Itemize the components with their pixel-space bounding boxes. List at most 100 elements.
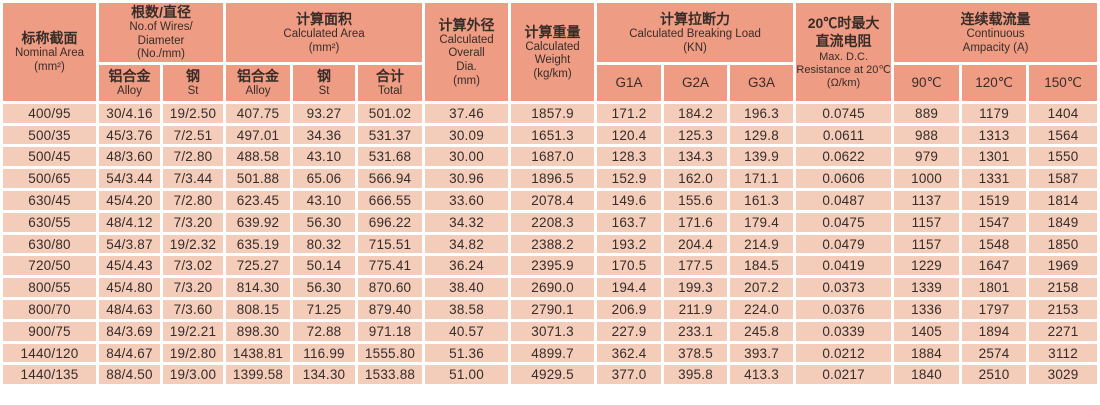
table-cell: 54/3.87 — [99, 234, 160, 254]
table-cell: 43.10 — [293, 147, 356, 167]
table-cell: 889 — [894, 103, 960, 123]
table-cell: 3029 — [1029, 365, 1098, 385]
col-header-area-steel-zh: 钢 — [317, 68, 332, 84]
table-cell: 1547 — [962, 212, 1027, 232]
table-cell: 2574 — [962, 343, 1027, 363]
col-header-area-alloy-en: Alloy — [245, 85, 271, 98]
col-group-calculated-area-zh: 计算面积 — [296, 10, 353, 27]
table-cell: 501.02 — [358, 103, 423, 123]
table-row: 630/55 48/4.12 7/3.20 639.92 56.30 696.22 34.3… — [3, 212, 1098, 232]
table-cell: 635.19 — [226, 234, 291, 254]
table-cell: 630/45 — [3, 191, 96, 210]
table-cell: 7/3.20 — [163, 278, 224, 298]
table-cell: 1647 — [962, 256, 1027, 276]
table-cell: 488.58 — [226, 147, 291, 167]
table-cell: 211.9 — [664, 300, 728, 319]
table-cell: 1651.3 — [511, 125, 595, 145]
table-cell: 1301 — [962, 147, 1027, 167]
table-cell: 870.60 — [358, 278, 423, 298]
table-cell: 84/3.69 — [99, 321, 160, 341]
table-cell: 630/55 — [3, 212, 96, 232]
table-cell: 134.30 — [293, 365, 356, 385]
col-header-150c: 150℃ — [1029, 64, 1098, 101]
table-cell: 227.9 — [597, 321, 662, 341]
table-cell: 377.0 — [597, 365, 662, 385]
table-cell: 45/3.76 — [99, 125, 160, 145]
table-cell: 879.40 — [358, 300, 423, 319]
col-group-continuous-ampacity: 连续载流量 Continuous Ampacity (A) — [894, 3, 1098, 62]
col-header-area-total: 合计 Total — [358, 64, 423, 101]
table-cell: 7/2.51 — [163, 125, 224, 145]
table-cell: 120.4 — [597, 125, 662, 145]
col-group-breaking-load-zh: 计算拉断力 — [660, 10, 731, 27]
table-cell: 33.60 — [425, 191, 509, 210]
table-cell: 134.3 — [664, 147, 728, 167]
table-cell: 129.8 — [730, 125, 794, 145]
col-header-area-alloy-zh: 铝合金 — [237, 68, 280, 84]
table-cell: 163.7 — [597, 212, 662, 232]
col-header-120c: 120℃ — [962, 64, 1027, 101]
table-cell: 1849 — [1029, 212, 1098, 232]
table-cell: 199.3 — [664, 278, 728, 298]
col-header-dc-resistance: 20℃时最大 直流电阻 Max. D.C. Resistance at 20℃ … — [796, 3, 892, 101]
table-cell: 1797 — [962, 300, 1027, 319]
table-cell: 161.3 — [730, 191, 794, 210]
table-cell: 7/3.02 — [163, 256, 224, 276]
table-cell: 193.2 — [597, 234, 662, 254]
table-cell: 155.6 — [664, 191, 728, 210]
table-cell: 224.0 — [730, 300, 794, 319]
table-cell: 1404 — [1029, 103, 1098, 123]
table-cell: 214.9 — [730, 234, 794, 254]
table-cell: 51.00 — [425, 365, 509, 385]
table-cell: 1587 — [1029, 169, 1098, 189]
table-cell: 696.22 — [358, 212, 423, 232]
table-cell: 38.58 — [425, 300, 509, 319]
table-cell: 65.06 — [293, 169, 356, 189]
table-cell: 800/70 — [3, 300, 96, 319]
col-header-90c: 90℃ — [894, 64, 960, 101]
table-cell: 48/4.63 — [99, 300, 160, 319]
table-cell: 500/35 — [3, 125, 96, 145]
table-cell: 0.0419 — [796, 256, 892, 276]
table-cell: 177.5 — [664, 256, 728, 276]
table-cell: 1313 — [962, 125, 1027, 145]
table-cell: 639.92 — [226, 212, 291, 232]
table-cell: 2078.4 — [511, 191, 595, 210]
table-cell: 171.2 — [597, 103, 662, 123]
table-cell: 48/4.12 — [99, 212, 160, 232]
table-cell: 34.36 — [293, 125, 356, 145]
table-cell: 2388.2 — [511, 234, 595, 254]
table-cell: 800/55 — [3, 278, 96, 298]
table-cell: 531.37 — [358, 125, 423, 145]
col-header-overall-diameter-zh: 计算外径 — [438, 16, 495, 33]
col-header-nominal-area-zh: 标称截面 — [21, 30, 78, 47]
col-header-area-total-en: Total — [377, 85, 403, 98]
table-cell: 7/3.60 — [163, 300, 224, 319]
table-cell: 395.8 — [664, 365, 728, 385]
table-row: 800/70 48/4.63 7/3.60 808.15 71.25 879.40 38.5… — [3, 300, 1098, 319]
spec-table: 标称截面 Nominal Area (mm²) 根数/直径 No.of Wire… — [3, 3, 1098, 385]
table-cell: 1550 — [1029, 147, 1098, 167]
table-cell: 1840 — [894, 365, 960, 385]
table-cell: 0.0611 — [796, 125, 892, 145]
table-cell: 0.0475 — [796, 212, 892, 232]
table-cell: 7/3.20 — [163, 212, 224, 232]
col-group-calculated-area-en: Calculated Area (mm²) — [283, 27, 365, 54]
table-cell: 630/80 — [3, 234, 96, 254]
table-cell: 184.5 — [730, 256, 794, 276]
col-header-nominal-area: 标称截面 Nominal Area (mm²) — [3, 3, 96, 101]
table-cell: 4929.5 — [511, 365, 595, 385]
table-cell: 51.36 — [425, 343, 509, 363]
table-cell: 3112 — [1029, 343, 1098, 363]
table-cell: 2790.1 — [511, 300, 595, 319]
table-cell: 71.25 — [293, 300, 356, 319]
col-header-wires-steel-zh: 钢 — [186, 68, 200, 84]
col-header-overall-diameter-en: Calculated Overall Dia. (mm) — [439, 33, 494, 87]
table-cell: 56.30 — [293, 278, 356, 298]
table-cell: 1157 — [894, 212, 960, 232]
table-cell: 7/2.80 — [163, 191, 224, 210]
table-cell: 1969 — [1029, 256, 1098, 276]
table-cell: 971.18 — [358, 321, 423, 341]
table-cell: 1405 — [894, 321, 960, 341]
col-header-wires-steel: 钢 St — [163, 64, 224, 101]
